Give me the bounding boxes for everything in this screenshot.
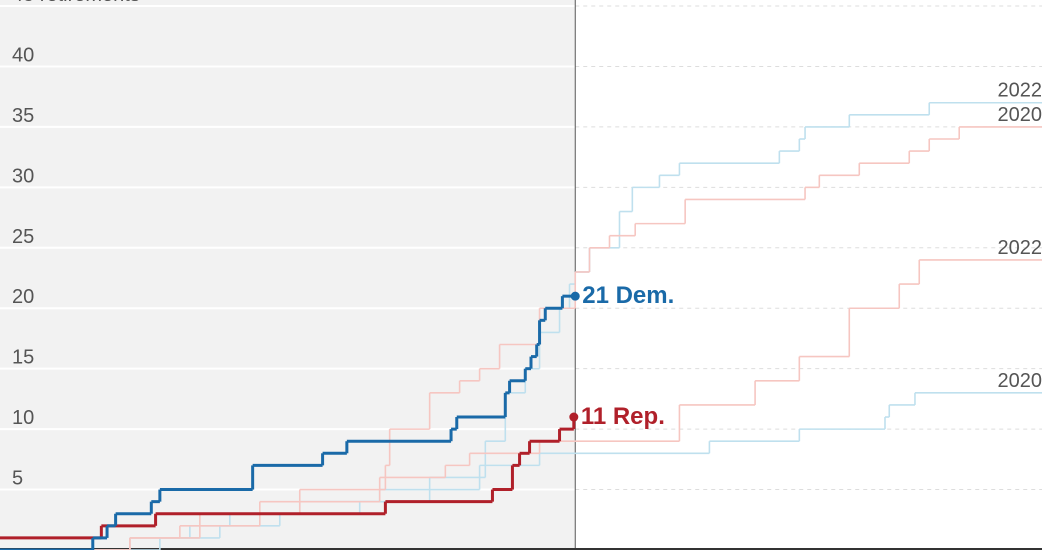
past-panel [0,0,576,550]
y-tick-label: 45 retirements [12,0,140,6]
y-tick-label: 30 [12,165,34,187]
series-label: 2022 [998,237,1043,259]
y-tick-label: 10 [12,407,34,429]
y-tick-label: 5 [12,468,23,490]
y-tick-label: 40 [12,44,34,66]
series-label: 2022 [998,80,1043,102]
y-tick-label: 25 [12,226,34,248]
series-label: 21 Dem. [582,282,674,309]
end-dot [570,291,580,301]
y-tick-label: 20 [12,286,34,308]
y-tick-label: 15 [12,347,34,369]
series-label: 2020 [998,370,1043,392]
series-label: 11 Rep. [581,403,665,430]
y-tick-label: 35 [12,105,34,127]
end-dot [569,412,579,422]
series-label: 2020 [998,104,1043,126]
